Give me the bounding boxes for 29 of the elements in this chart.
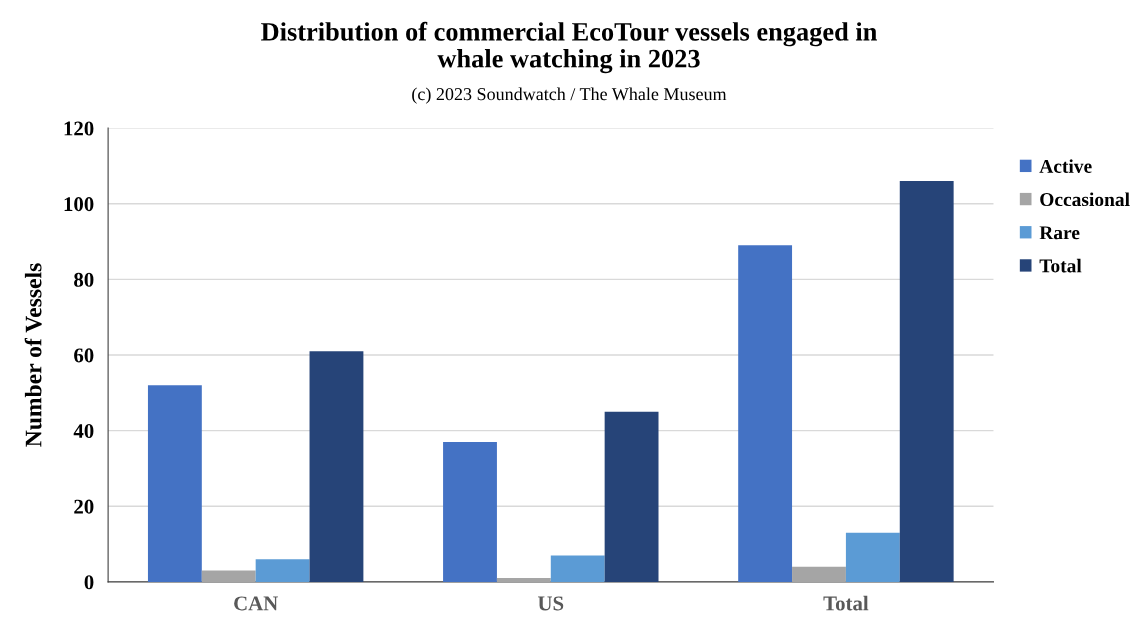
x-tick-label: CAN: [234, 596, 278, 611]
y-tick-label: 20: [74, 499, 94, 514]
y-tick-label: 120: [64, 121, 94, 136]
bar: [792, 566, 846, 582]
bar: [899, 181, 954, 582]
bar: [201, 570, 256, 582]
y-tick-label: 40: [73, 424, 94, 439]
bar: [738, 245, 793, 582]
legend-label: Rare: [1039, 226, 1080, 240]
legend-label: Active: [1039, 159, 1092, 173]
bar: [845, 532, 900, 582]
bar: [550, 555, 605, 582]
bar: [604, 411, 659, 582]
x-tick-label: Total: [823, 595, 869, 611]
bar: [309, 351, 364, 582]
bar: [147, 385, 202, 582]
y-tick-label: 100: [64, 197, 94, 212]
bar: [255, 559, 310, 582]
y-tick-label: 80: [74, 272, 94, 287]
chart-title: Distribution of commercial EcoTour vessels engaged in whale watching in 2023: [261, 21, 877, 74]
legend-label: Occasional: [1040, 192, 1130, 207]
bar: [496, 578, 551, 582]
y-tick-label: 60: [74, 348, 94, 363]
y-axis-title: Number of Vessels: [24, 263, 42, 447]
bar: [443, 441, 497, 582]
chart-subtitle: (c) 2023 Soundwatch / The Whale Museum: [412, 87, 727, 104]
legend-label: Total: [1039, 258, 1082, 273]
x-tick-label: US: [537, 596, 564, 611]
y-tick-label: 0: [84, 575, 94, 590]
